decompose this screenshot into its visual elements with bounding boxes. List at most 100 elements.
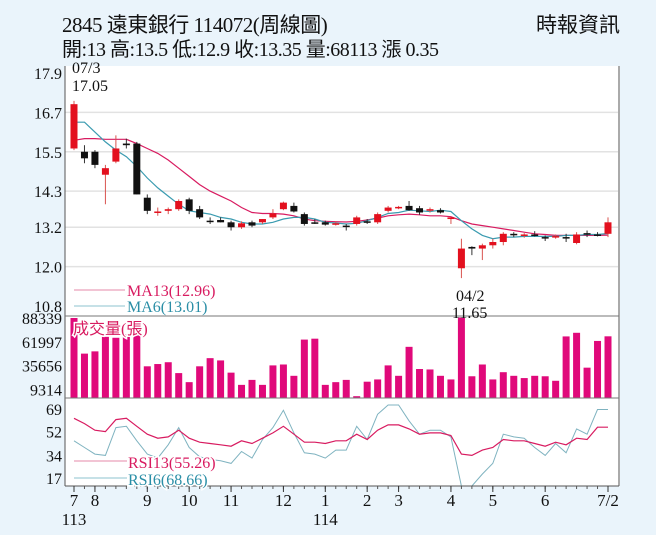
candle: [374, 214, 382, 223]
x-tick-label: 3: [394, 491, 403, 510]
candle: [258, 219, 266, 223]
candle: [248, 222, 256, 226]
volume-bar: [91, 351, 99, 398]
price-tick-label: 15.5: [34, 145, 62, 162]
candle: [353, 217, 361, 224]
volume-bar: [374, 379, 382, 398]
volume-bar: [353, 396, 361, 398]
volume-bar: [552, 380, 560, 398]
volume-bar: [269, 365, 277, 398]
volume-bar: [122, 334, 130, 398]
volume-bar: [290, 375, 298, 398]
volume-tick-label: 9314: [30, 383, 62, 400]
volume-bar: [196, 366, 204, 398]
candle: [573, 234, 581, 243]
candle: [143, 197, 151, 211]
ohlc-summary: 開:13 高:13.5 低:12.9 收:13.35 量:68113 漲 0.3…: [62, 39, 439, 61]
volume-bar: [112, 337, 120, 398]
volume-bar: [164, 362, 172, 398]
price-tick-label: 10.8: [34, 299, 62, 316]
data-source: 時報資訊: [536, 13, 620, 37]
candle: [122, 143, 130, 146]
volume-tick-label: 88339: [22, 311, 62, 328]
candle: [154, 211, 162, 213]
candle: [562, 237, 570, 239]
chart-title: 2845 遠東銀行 114072(周線圖): [62, 13, 328, 37]
candle: [300, 214, 308, 224]
candle: [279, 202, 287, 210]
x-tick-label: 9: [143, 491, 152, 510]
candle: [447, 217, 455, 220]
volume-bar: [80, 353, 88, 398]
x-tick-label: 12: [275, 491, 292, 510]
candle: [238, 223, 246, 228]
volume-bar: [510, 375, 518, 398]
volume-bar: [248, 379, 256, 398]
volume-bar: [300, 339, 308, 398]
rsi-lines: [73, 404, 608, 487]
price-tick-label: 12.0: [34, 260, 62, 277]
candle: [332, 223, 340, 225]
x-year-label: 114: [313, 510, 338, 529]
candle: [164, 209, 172, 211]
rsi6-legend: RSI6(68.66): [128, 472, 208, 489]
candle: [101, 168, 109, 175]
volume-bar: [489, 379, 497, 398]
candle: [552, 236, 560, 238]
candle: [70, 104, 78, 149]
x-tick-label: 2: [363, 491, 372, 510]
high-value-label: 17.05: [72, 78, 108, 95]
volume-bar: [185, 382, 193, 398]
volume-bar: [332, 382, 340, 398]
candle: [594, 234, 602, 236]
rsi13-legend: RSI13(55.26): [128, 455, 216, 472]
volume-bar: [363, 381, 371, 398]
volume-bar: [426, 369, 434, 398]
high-date-label: 07/3: [72, 60, 100, 77]
candle: [217, 220, 225, 223]
candle: [311, 222, 319, 224]
ma13-legend: MA13(12.96): [127, 283, 215, 300]
volume-bar: [573, 332, 581, 398]
volume-bar: [562, 336, 570, 398]
price-tick-label: 13.2: [34, 220, 62, 237]
candle: [457, 248, 465, 269]
candle: [363, 221, 371, 223]
candle: [541, 237, 549, 239]
volume-bar: [133, 329, 141, 398]
volume-bar: [143, 366, 151, 398]
candle: [290, 205, 298, 212]
rsi-tick-label: 52: [46, 425, 62, 442]
candle: [510, 233, 518, 236]
x-tick-label: 1: [321, 491, 330, 510]
x-tick-label: 5: [489, 491, 498, 510]
candle: [185, 199, 193, 211]
x-tick-label: 11: [223, 491, 239, 510]
candle: [416, 208, 424, 213]
volume-bar: [468, 376, 476, 398]
candle: [436, 210, 444, 213]
volume-bar: [101, 336, 109, 398]
candle: [520, 234, 528, 236]
candle: [196, 209, 204, 218]
candle: [321, 222, 329, 225]
volume-bar: [321, 384, 329, 398]
x-tick-label: 6: [541, 491, 550, 510]
candle: [80, 151, 88, 159]
volume-bar: [70, 318, 78, 398]
x-year-label: 113: [62, 510, 87, 529]
price-tick-label: 17.9: [34, 66, 62, 83]
volume-bar: [520, 378, 528, 398]
volume-bar: [499, 372, 507, 398]
volume-bar: [457, 317, 465, 398]
volume-bar: [238, 384, 246, 398]
price-grid: [65, 111, 619, 268]
candle: [395, 206, 403, 209]
volume-bar: [416, 369, 424, 398]
x-tick-label: 8: [91, 491, 100, 510]
price-tick-label: 14.3: [34, 184, 62, 201]
volume-bar: [405, 346, 413, 398]
candle: [426, 209, 434, 211]
candle: [112, 148, 120, 162]
